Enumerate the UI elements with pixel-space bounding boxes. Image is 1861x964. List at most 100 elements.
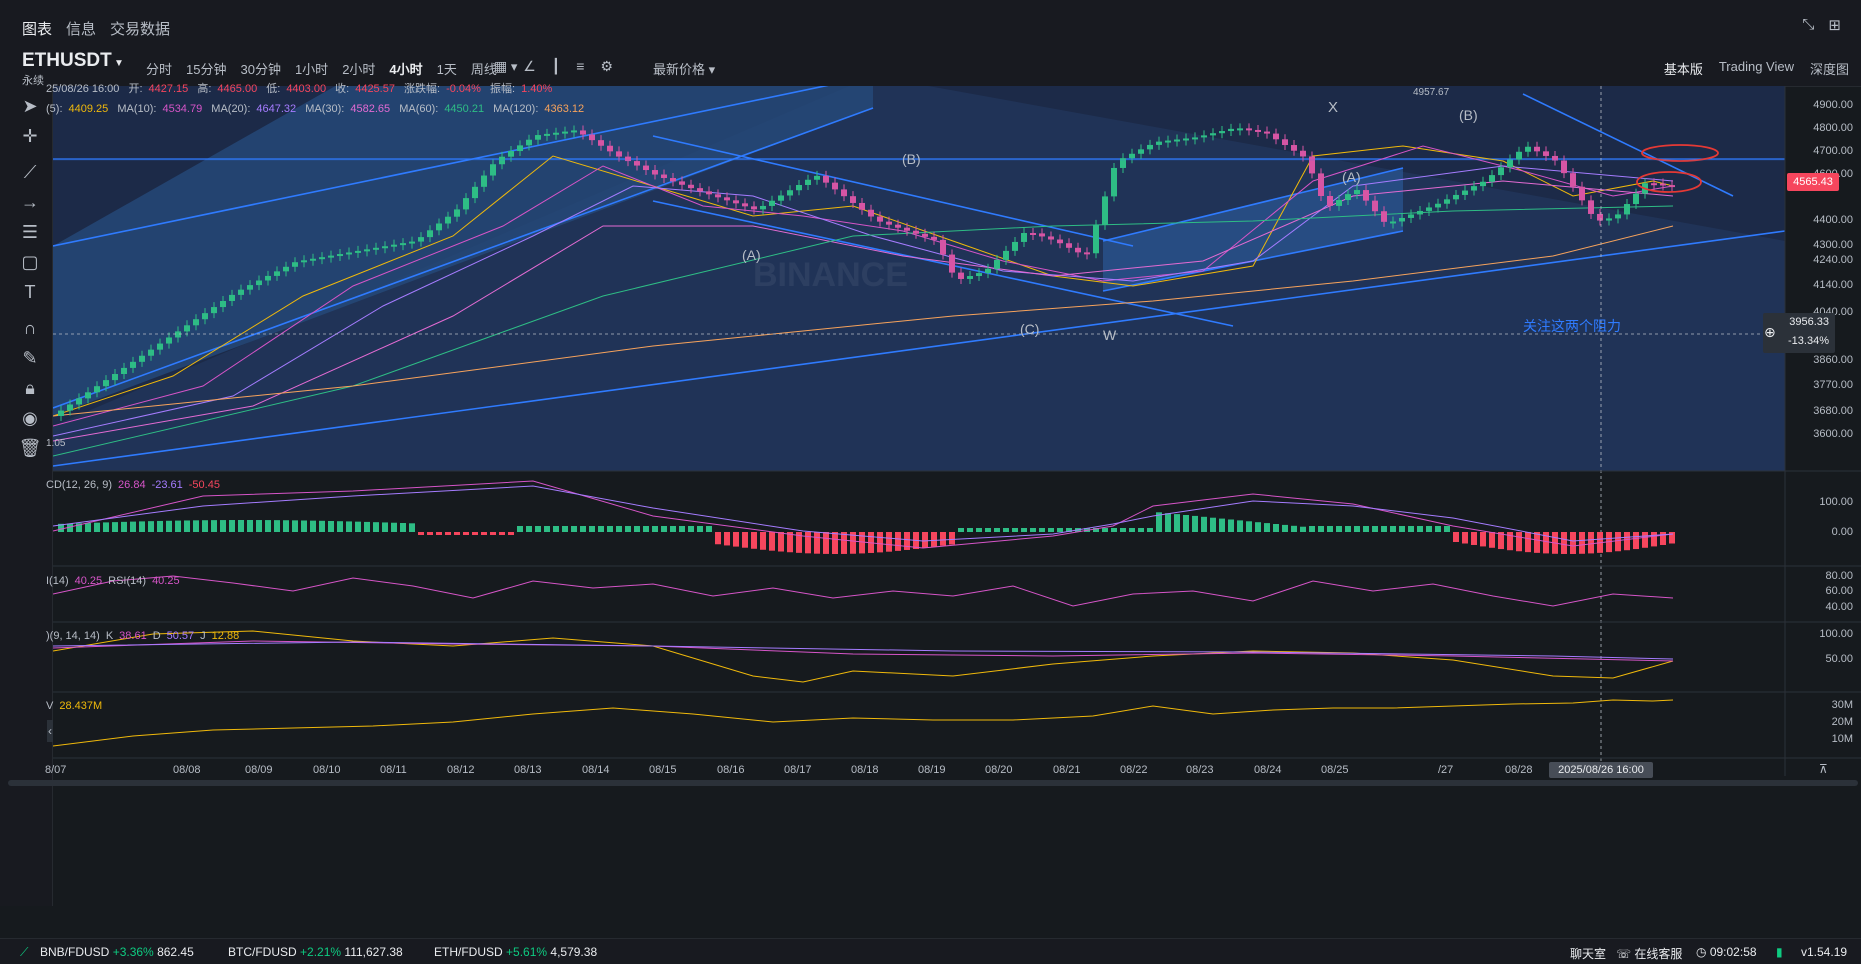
support-link[interactable]: ☏ 在线客服 xyxy=(1616,947,1683,961)
shape-tool-icon[interactable]: ▢ xyxy=(21,252,39,272)
macd-bar xyxy=(1642,532,1648,548)
candle xyxy=(346,252,352,255)
macd-bar xyxy=(697,526,703,532)
candle xyxy=(1336,200,1342,206)
candle xyxy=(1543,151,1549,156)
calendar-icon[interactable]: ▦ xyxy=(494,58,508,74)
wave-label: (A) xyxy=(742,247,761,263)
crosshair-icon[interactable]: ✛ xyxy=(22,126,38,146)
macd-bar xyxy=(1399,526,1405,532)
candle xyxy=(247,285,253,290)
macd-bar xyxy=(364,521,370,532)
view-tradingview[interactable]: Trading View xyxy=(1718,59,1794,74)
price-mode-dropdown[interactable]: 最新价格 ▾ xyxy=(653,62,716,77)
tab-info[interactable]: 信息 xyxy=(66,21,97,38)
view-depth[interactable]: 深度图 xyxy=(1809,62,1849,77)
trend-line xyxy=(1102,167,1404,242)
settings-gear-icon[interactable]: ⚙ xyxy=(600,58,613,74)
trash-icon[interactable]: 🗑︎ xyxy=(18,438,42,458)
grid-icon[interactable]: ⊞ xyxy=(1828,17,1841,34)
collapse-chevron-icon[interactable]: ‹ xyxy=(47,720,53,742)
macd-bar xyxy=(1021,528,1027,532)
macd-bar xyxy=(58,523,64,532)
macd-bar xyxy=(373,522,379,532)
macd-bar xyxy=(1192,515,1198,532)
arrow-tool-icon[interactable]: → xyxy=(21,192,39,212)
macd-bar xyxy=(940,532,946,546)
chart-svg[interactable] xyxy=(53,86,1861,906)
macd-bar xyxy=(643,526,649,532)
macd-bar xyxy=(1624,532,1630,551)
tab-trade-data[interactable]: 交易数据 xyxy=(110,21,171,38)
interval-1[interactable]: 分时 xyxy=(146,62,173,77)
pen-icon[interactable]: ✎ xyxy=(22,348,38,368)
candle xyxy=(832,182,838,190)
candle xyxy=(175,331,181,338)
interval-6[interactable]: 4小时 xyxy=(389,62,423,77)
fib-tool-icon[interactable]: ☰ xyxy=(21,222,39,242)
candle xyxy=(616,151,622,157)
macd-bar xyxy=(1291,525,1297,532)
chart-area[interactable]: 25/08/26 16:00 开: 4427.15 高: 4465.00 低: 440… xyxy=(8,83,1861,906)
eye-icon[interactable]: ◉ xyxy=(22,408,38,428)
candle xyxy=(1399,217,1405,222)
lock-icon[interactable]: 🔒︎ xyxy=(25,378,35,398)
macd-bar xyxy=(1588,532,1594,554)
magnet-icon[interactable]: ∩ xyxy=(23,318,37,338)
x-tick: 08/18 xyxy=(851,764,879,776)
candle xyxy=(1210,133,1216,136)
x-tick: 08/11 xyxy=(380,764,407,776)
view-basic[interactable]: 基本版 xyxy=(1663,62,1703,77)
interval-dropdown-icon[interactable]: ▾ xyxy=(510,59,518,74)
macd-bar xyxy=(706,526,712,532)
interval-5[interactable]: 2小时 xyxy=(342,62,376,77)
ticker-item[interactable]: BNB/FDUSD +3.36% 862.45 xyxy=(40,945,194,959)
resistance-circle xyxy=(1641,144,1719,162)
trend-line xyxy=(1522,93,1734,197)
interval-3[interactable]: 30分钟 xyxy=(240,62,281,77)
macd-bar xyxy=(1471,532,1477,545)
kdj-tick: 100.00 xyxy=(1819,628,1853,640)
macd-bar xyxy=(994,528,1000,532)
candle xyxy=(265,275,271,281)
macd-bar xyxy=(256,520,262,532)
indicator-icon[interactable]: ∠ xyxy=(523,58,536,74)
interval-2[interactable]: 15分钟 xyxy=(186,62,227,77)
axis-reset-icon[interactable]: ⊼ xyxy=(1819,762,1828,776)
candle xyxy=(643,165,649,171)
text-tool-icon[interactable]: T xyxy=(24,282,36,302)
collapse-icon[interactable]: ⤡ xyxy=(1802,16,1815,33)
template-icon[interactable]: ≡ xyxy=(576,58,585,74)
tab-chart[interactable]: 图表 xyxy=(22,18,53,49)
ticker-item[interactable]: BTC/FDUSD +2.21% 111,627.38 xyxy=(228,945,403,959)
candle xyxy=(967,276,973,279)
crosshair-price-tag: 3956.33 -13.34% xyxy=(1763,313,1835,353)
macd-bar xyxy=(670,526,676,532)
chat-room-link[interactable]: 聊天室 xyxy=(1570,947,1607,961)
cursor-arrow-icon[interactable]: ➤ xyxy=(22,96,38,116)
interval-4[interactable]: 1小时 xyxy=(294,62,329,77)
wave-label: X xyxy=(1328,99,1339,116)
chart-scrollbar[interactable] xyxy=(8,780,1858,786)
candle xyxy=(418,237,424,242)
candle xyxy=(1192,137,1198,140)
macd-bar xyxy=(1111,528,1117,532)
candle xyxy=(193,319,199,326)
macd-bar xyxy=(841,532,847,554)
x-tick: 08/19 xyxy=(918,764,946,776)
add-alert-plus-icon[interactable]: ⊕ xyxy=(1764,324,1776,340)
candle xyxy=(670,178,676,182)
candle xyxy=(1462,190,1468,195)
macd-bar xyxy=(634,526,640,532)
macd-bar xyxy=(877,532,883,553)
interval-7[interactable]: 1天 xyxy=(436,62,457,77)
symbol-name[interactable]: ETHUSDT xyxy=(22,50,112,71)
candle-type-icon[interactable]: ┃ xyxy=(551,58,561,74)
interval-8[interactable]: 周线 xyxy=(470,62,497,77)
trendline-icon[interactable]: ⟋ xyxy=(23,162,37,182)
candle xyxy=(1498,167,1504,176)
macd-bar xyxy=(787,532,793,553)
symbol-dropdown-icon[interactable]: ▼ xyxy=(114,58,124,69)
macd-bar xyxy=(1030,528,1036,532)
ticker-item[interactable]: ETH/FDUSD +5.61% 4,579.38 xyxy=(434,945,598,959)
